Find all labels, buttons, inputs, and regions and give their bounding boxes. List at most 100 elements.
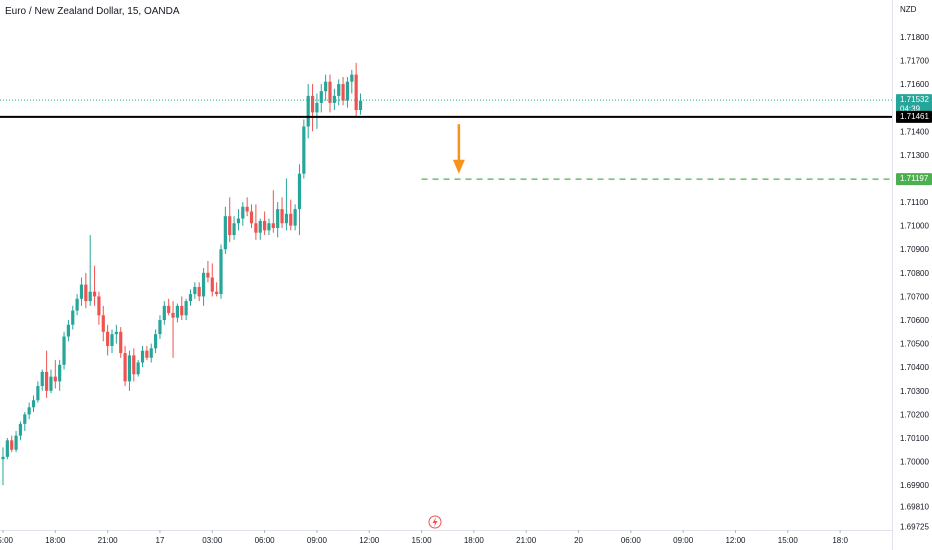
price-tick-label: 1.70700	[900, 292, 929, 301]
price-axis[interactable]: 1.71800 1.71700 1.71600 1.71400 1.71300 1.711…	[900, 33, 929, 532]
candle-body	[263, 220, 267, 231]
time-tick-label: 15:00	[778, 536, 799, 545]
current-price-badge-text: 04:39	[900, 105, 921, 114]
price-tick-label: 1.70200	[900, 410, 929, 419]
lightning-icon[interactable]	[428, 515, 442, 529]
time-tick-label: 03:00	[202, 536, 223, 545]
candle-body	[228, 216, 232, 236]
candle-body	[241, 206, 245, 219]
price-tick-label: 1.70000	[900, 458, 929, 467]
current-price-badge-box	[896, 94, 932, 115]
candle-body	[10, 440, 14, 450]
candle-body	[167, 305, 171, 313]
grid-layer	[0, 0, 893, 550]
candle-body	[136, 362, 140, 375]
candle-body	[140, 350, 145, 363]
candle-body	[197, 286, 201, 297]
levels-layer	[0, 99, 892, 180]
candle-body	[289, 213, 293, 226]
candle-body	[162, 305, 166, 321]
candle-body	[249, 211, 254, 224]
candle-body	[332, 95, 336, 103]
price-tick-label: 1.70900	[900, 245, 929, 254]
price-tick-label: 1.71700	[900, 56, 929, 65]
candle-body	[101, 315, 105, 332]
candle-body	[328, 81, 332, 103]
time-tick-label: 17	[156, 536, 165, 545]
candle-body	[154, 334, 158, 349]
candle-body	[175, 305, 179, 318]
price-tick-label: 1.70800	[900, 269, 929, 278]
candle-body	[36, 386, 40, 401]
candle-body	[23, 414, 27, 424]
candle-body	[306, 95, 310, 127]
candle-body	[219, 249, 223, 295]
candle-body	[106, 331, 110, 346]
candle-body	[27, 407, 31, 415]
time-tick-label: 12:00	[725, 536, 746, 545]
candle-body	[158, 320, 162, 335]
candle-body	[302, 126, 306, 174]
price-tick-label: 1.70100	[900, 434, 929, 443]
time-tick-label: 20	[574, 536, 583, 545]
time-tick-label: 09:00	[673, 536, 694, 545]
candle-body	[114, 331, 118, 335]
candle-body	[132, 355, 136, 375]
candle-body	[145, 350, 149, 358]
time-tick-label: 06:00	[255, 536, 276, 545]
candle-body	[280, 209, 284, 224]
candle-body	[110, 334, 114, 346]
candle-body	[337, 84, 341, 96]
price-tick-label: 1.71000	[900, 222, 929, 231]
candle-body	[315, 102, 319, 113]
price-tick-label: 1.70500	[900, 340, 929, 349]
candle-body	[66, 324, 70, 337]
price-tick-label: 1.71600	[900, 80, 929, 89]
candle-body	[149, 348, 153, 358]
candle-body	[267, 223, 271, 231]
candle-body	[184, 301, 188, 316]
price-tick-label: 1.71400	[900, 127, 929, 136]
candle-body	[88, 291, 92, 302]
candle-body	[92, 291, 97, 297]
candle-body	[350, 74, 354, 82]
price-tick-label: 1.69810	[900, 502, 929, 511]
candle-body	[119, 331, 123, 354]
price-tick-label: 1.69900	[900, 481, 929, 490]
candle-body	[236, 218, 241, 224]
candle-body	[123, 353, 127, 382]
price-tick-label: 1.70600	[900, 316, 929, 325]
candle-body	[210, 277, 214, 292]
candle-body	[71, 310, 75, 325]
candles-layer	[1, 62, 363, 486]
candle-body	[354, 74, 358, 111]
candle-body	[358, 100, 363, 111]
candle-body	[297, 173, 302, 210]
candle-body	[245, 206, 249, 212]
support-price-badge-text: 1.71461	[900, 112, 929, 121]
candle-body	[84, 284, 88, 302]
time-axis[interactable]: 15:00 18:00 21:00 17 03:00 06:00 09:00 12:00 15:…	[0, 530, 848, 545]
candle-body	[284, 213, 288, 224]
candle-body	[58, 364, 62, 382]
candle-body	[345, 81, 350, 101]
candle-body	[75, 298, 79, 311]
candle-body	[293, 209, 297, 226]
currency-label: NZD	[900, 5, 917, 14]
target-price-badge-box	[896, 173, 932, 186]
price-tick-label: 1.69725	[900, 522, 929, 531]
candle-body	[45, 371, 49, 391]
candle-body	[62, 336, 66, 365]
candle-body	[5, 440, 9, 457]
candle-body	[1, 456, 5, 460]
target-price-badge-text: 1.71197	[900, 174, 929, 183]
candle-body	[258, 220, 262, 233]
candle-body	[215, 291, 219, 295]
candle-body	[171, 312, 175, 318]
time-tick-label: 18:00	[464, 536, 485, 545]
price-tick-label: 1.70300	[900, 387, 929, 396]
candle-body	[341, 84, 345, 101]
candle-body	[310, 95, 315, 113]
